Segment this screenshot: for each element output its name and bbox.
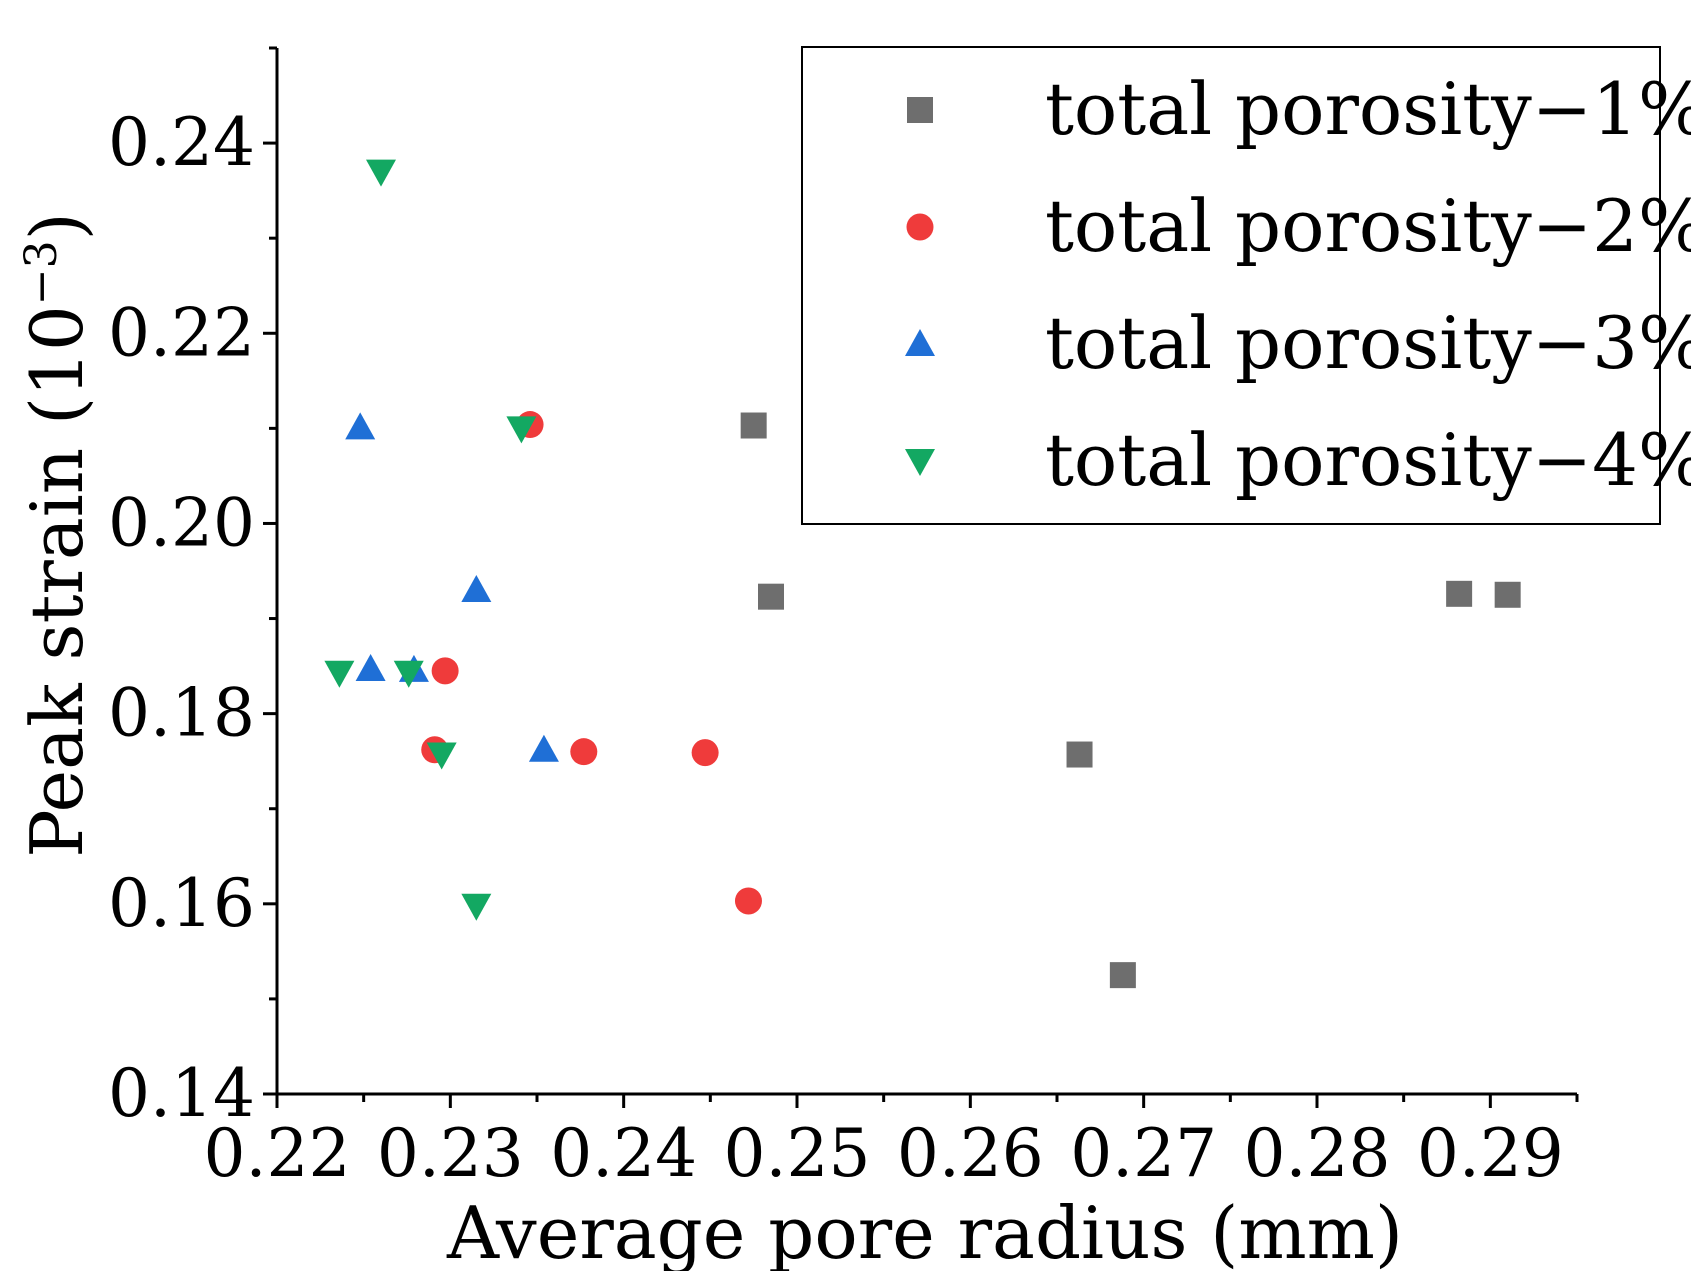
data-point xyxy=(461,575,492,603)
legend-marker xyxy=(905,329,935,356)
legend-label: total porosity−1% xyxy=(1045,67,1691,151)
legend-item: total porosity−2% xyxy=(906,184,1691,268)
data-point xyxy=(528,734,559,762)
y-axis-title: Peak strain (10−3) xyxy=(15,212,99,857)
data-point xyxy=(506,416,537,444)
x-tick-label: 0.24 xyxy=(550,1115,697,1192)
legend-item: total porosity−4% xyxy=(905,418,1691,502)
x-tick-label: 0.23 xyxy=(377,1115,524,1192)
x-axis-title: Average pore radius (mm) xyxy=(446,1191,1403,1271)
data-point xyxy=(1446,580,1473,607)
y-axis-title-close: ) xyxy=(15,212,99,240)
data-point xyxy=(426,742,457,770)
data-point xyxy=(758,583,784,610)
data-points xyxy=(324,159,1521,989)
legend-marker xyxy=(906,213,934,241)
data-point xyxy=(366,159,396,187)
data-point xyxy=(1066,741,1093,768)
y-tick-label: 0.22 xyxy=(108,294,255,371)
axes xyxy=(275,48,1577,1096)
legend: total porosity−1% total porosity−2% total … xyxy=(801,46,1691,525)
y-tick-label: 0.20 xyxy=(108,484,255,561)
legend-label: total porosity−3% xyxy=(1045,301,1691,385)
legend-marker xyxy=(907,97,933,123)
y-tick-label: 0.24 xyxy=(108,104,255,181)
series-3 xyxy=(345,412,559,762)
legend-item: total porosity−1% xyxy=(907,67,1691,151)
x-tick-label: 0.28 xyxy=(1244,1115,1391,1192)
data-point xyxy=(734,887,762,915)
data-point xyxy=(740,412,767,439)
x-tick-label: 0.25 xyxy=(724,1115,871,1192)
legend-box xyxy=(801,46,1661,525)
data-point xyxy=(1109,962,1136,989)
data-point xyxy=(1494,581,1521,608)
series-1 xyxy=(740,412,1521,989)
legend-marker xyxy=(905,449,935,476)
x-tick-label: 0.29 xyxy=(1417,1115,1564,1192)
x-tick-label: 0.22 xyxy=(204,1115,351,1192)
data-point xyxy=(345,412,376,440)
y-axis-title-main: Peak strain (10 xyxy=(15,305,99,857)
legend-item: total porosity−3% xyxy=(905,301,1691,385)
legend-label: total porosity−4% xyxy=(1045,418,1691,502)
data-point xyxy=(431,657,459,685)
series-4 xyxy=(324,159,537,921)
y-tick-label: 0.18 xyxy=(108,675,255,752)
data-point xyxy=(324,660,355,688)
data-point xyxy=(461,893,492,921)
x-tick-label: 0.27 xyxy=(1070,1115,1217,1192)
data-point xyxy=(691,739,719,767)
data-point xyxy=(393,660,424,688)
legend-label: total porosity−2% xyxy=(1045,184,1691,268)
data-point xyxy=(570,738,598,766)
y-tick-label: 0.16 xyxy=(108,865,255,942)
series-2 xyxy=(421,411,762,915)
x-tick-label: 0.26 xyxy=(897,1115,1044,1192)
y-axis-title-exponent: −3 xyxy=(16,240,67,305)
data-point xyxy=(355,653,386,681)
y-tick-label: 0.14 xyxy=(108,1055,255,1132)
ticks: 0.22 0.23 0.24 0.25 0.26 0.27 0.28 0.29 0.14 0.16… xyxy=(108,46,1579,1192)
